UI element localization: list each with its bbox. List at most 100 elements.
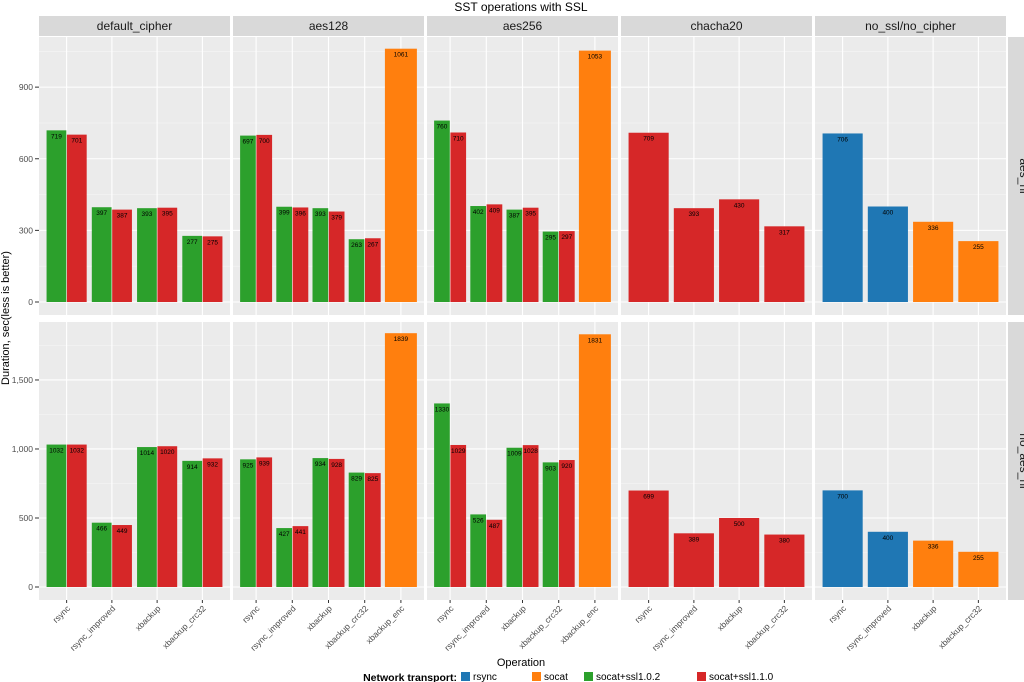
bar-value-label: 397 — [96, 210, 107, 217]
bar-value-label: 395 — [162, 211, 173, 218]
x-tick-label: rsync — [51, 603, 73, 625]
y-tick-label: 0 — [28, 582, 33, 592]
x-tick-label: xbackup — [498, 603, 528, 633]
bar-value-label: 1053 — [588, 54, 603, 61]
bar-xbackup-crc32-socat-ssl1-0-2 — [348, 472, 365, 587]
x-tick-label: xbackup_crc32 — [742, 603, 790, 651]
bar-rsync-socat-ssl1-1-0 — [256, 457, 273, 587]
bar-value-label: 1029 — [451, 448, 466, 455]
x-tick-label: rsync — [827, 603, 849, 625]
y-tick-label: 1,500 — [12, 375, 34, 385]
bar-value-label: 701 — [71, 138, 82, 145]
bar-value-label: 719 — [51, 133, 62, 140]
bar-xbackup-socat — [913, 221, 954, 302]
bar-xbackup-crc32-socat-ssl1-0-2 — [182, 235, 203, 302]
bar-xbackup-crc32-socat-ssl1-1-0 — [764, 534, 805, 587]
panel-aes-ni-aes128: 697 700 399 396 393 379 263 267 1061 — [233, 37, 424, 315]
bar-rsync-socat-ssl1-1-0 — [628, 490, 669, 587]
bar-rsync-improved-socat-ssl1-1-0 — [486, 519, 503, 587]
bar-rsync-improved-socat-ssl1-1-0 — [112, 525, 132, 587]
bar-xbackup-crc32-socat-ssl1-0-2 — [542, 462, 559, 587]
y-tick-label: 0 — [28, 297, 33, 307]
bar-rsync-socat-ssl1-0-2 — [46, 444, 67, 587]
bar-value-label: 1061 — [394, 52, 409, 59]
bar-xbackup-crc32-socat-ssl1-0-2 — [182, 460, 203, 587]
bar-rsync-socat-ssl1-1-0 — [66, 444, 87, 587]
bar-xbackup-socat-ssl1-1-0 — [328, 211, 345, 302]
bar-xbackup-crc32-socat-ssl1-0-2 — [542, 231, 559, 302]
bar-rsync-improved-socat-ssl1-0-2 — [91, 207, 112, 302]
bar-rsync-socat-ssl1-0-2 — [434, 403, 450, 587]
bar-xbackup-crc32-socat-ssl1-1-0 — [559, 460, 575, 587]
bar-value-label: 380 — [779, 538, 790, 545]
panel-no-aes-ni-aes128: 925 939 427 441 934 928 829 825 1839 — [233, 322, 424, 600]
bar-rsync-socat-ssl1-1-0 — [450, 444, 467, 587]
legend-label-socat: socat — [544, 672, 568, 682]
x-tick-label: xbackup_crc32 — [160, 603, 208, 651]
bar-value-label: 500 — [734, 521, 745, 528]
bar-value-label: 267 — [367, 241, 378, 248]
facet-strip-default-cipher — [39, 16, 230, 36]
panel-no-aes-ni-aes256: 1330 1029 526 487 1009 1028 903 920 1831 — [427, 322, 618, 600]
bar-rsync-improved-socat-ssl1-1-0 — [673, 533, 714, 587]
bar-rsync-socat-ssl1-1-0 — [256, 134, 273, 302]
bar-value-label: 395 — [525, 211, 536, 218]
bar-xbackup-socat-ssl1-1-0 — [719, 517, 760, 587]
x-tick-label: rsync_improved — [844, 603, 894, 653]
bar-value-label: 336 — [928, 225, 939, 232]
panel-aes-ni-default-cipher: 719 701 397 387 393 395 277 275 — [39, 37, 230, 315]
bar-value-label: 760 — [437, 124, 448, 131]
x-tick-label: rsync — [434, 603, 456, 625]
facet-strip-chacha20 — [621, 16, 812, 36]
bar-value-label: 449 — [117, 528, 128, 535]
legend-label-socat-ssl1-1-0: socat+ssl1.1.0 — [709, 672, 774, 682]
bar-xbackup-socat-ssl1-1-0 — [328, 458, 345, 587]
x-tick-label: xbackup_enc — [558, 603, 601, 646]
bar-xbackup-socat-ssl1-1-0 — [157, 207, 178, 302]
bar-value-label: 932 — [207, 461, 218, 468]
facet-label-aes256: aes256 — [503, 19, 543, 33]
bar-rsync-improved-socat-ssl1-1-0 — [486, 204, 503, 302]
bar-value-label: 1032 — [70, 448, 85, 455]
bar-xbackup-socat-ssl1-0-2 — [137, 208, 157, 302]
bar-value-label: 400 — [882, 535, 893, 542]
bar-xbackup-socat-ssl1-1-0 — [522, 445, 539, 587]
bar-value-label: 925 — [243, 462, 254, 469]
facet-strip-aes256 — [427, 16, 618, 36]
x-tick-label: xbackup_enc — [364, 603, 407, 646]
facet-label-default-cipher: default_cipher — [97, 19, 172, 33]
panel-no-aes-ni-default-cipher: 1032 1032 466 449 1014 1020 914 932 — [39, 322, 230, 600]
y-tick-label: 600 — [19, 154, 33, 164]
row-strip-aes-ni — [1008, 37, 1024, 315]
bar-value-label: 400 — [882, 210, 893, 217]
bar-value-label: 709 — [643, 136, 654, 143]
bar-xbackup-crc32-socat — [958, 241, 999, 302]
x-tick-label: xbackup — [909, 603, 939, 633]
bar-value-label: 700 — [259, 138, 270, 145]
bar-value-label: 297 — [561, 234, 572, 241]
bar-value-label: 277 — [187, 239, 198, 246]
bar-xbackup-socat-ssl1-0-2 — [506, 209, 523, 302]
bar-xbackup-crc32-socat — [958, 551, 999, 587]
bar-xbackup-socat-ssl1-0-2 — [506, 447, 523, 587]
bar-rsync-socat-ssl1-1-0 — [628, 132, 669, 302]
panel-no-aes-ni-chacha20: 699 389 500 380 — [621, 322, 812, 600]
y-tick-label: 1,000 — [12, 444, 34, 454]
x-tick-label: rsync — [633, 603, 655, 625]
facet-label-chacha20: chacha20 — [690, 19, 742, 33]
bar-value-label: 275 — [207, 239, 218, 246]
bar-value-label: 1009 — [507, 451, 522, 458]
bar-xbackup-enc-socat — [578, 50, 611, 302]
panel-no-aes-ni-no-ssl-no-cipher: 700 400 336 255 — [815, 322, 1006, 600]
bar-value-label: 928 — [331, 462, 342, 469]
bar-rsync-improved-socat-ssl1-0-2 — [276, 528, 292, 587]
panel-aes-ni-aes256: 760 710 402 409 387 395 295 297 1053 — [427, 37, 618, 315]
x-axis-title: Operation — [497, 657, 545, 669]
legend-label-rsync: rsync — [473, 672, 497, 682]
y-tick-label: 500 — [19, 513, 33, 523]
bar-value-label: 700 — [837, 493, 848, 500]
bar-xbackup-enc-socat — [384, 333, 417, 587]
bar-xbackup-crc32-socat-ssl1-1-0 — [202, 236, 223, 302]
bar-rsync-socat-ssl1-0-2 — [434, 120, 450, 302]
bar-xbackup-crc32-socat-ssl1-0-2 — [348, 239, 365, 302]
